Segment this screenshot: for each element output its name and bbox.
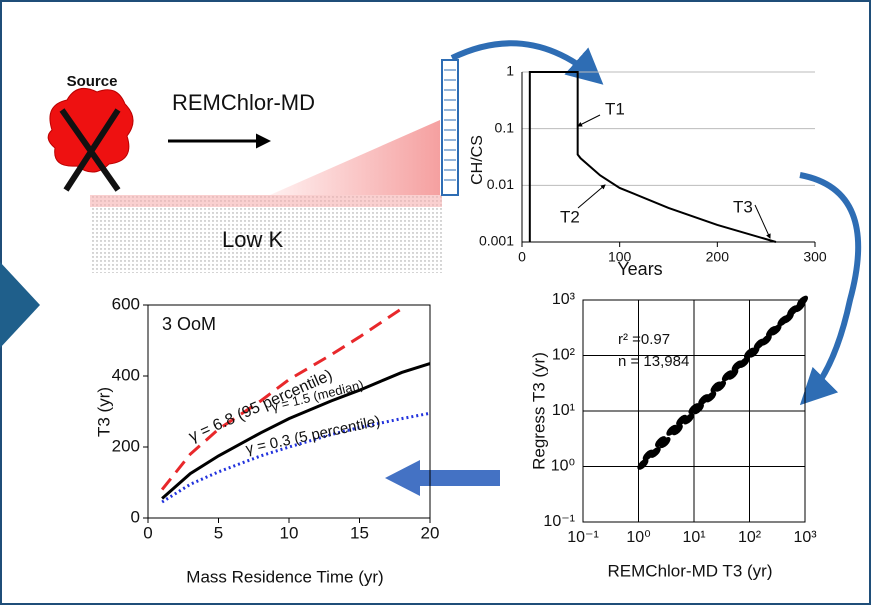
plot-frame	[147, 304, 431, 519]
zone-label: Low K	[222, 227, 283, 252]
scatter-point	[796, 295, 808, 307]
curved-arrow	[450, 40, 604, 85]
scatter-point	[649, 446, 661, 458]
x-axis-label: Mass Residence Time (yr)	[186, 567, 383, 586]
x-tick-label: 0	[143, 523, 152, 542]
source-x	[59, 108, 121, 192]
annotation-arrow	[754, 204, 771, 239]
annotation: r² =0.97	[618, 331, 670, 348]
x-tick-label: 10³	[793, 529, 817, 546]
y-tick-label: 0.001	[479, 233, 514, 249]
x-tick-label: 200	[706, 249, 730, 265]
annotation-arrow	[577, 184, 606, 209]
y-axis-label: CH/CS	[469, 135, 486, 185]
plume	[270, 120, 440, 195]
y-tick-label: 10³	[552, 291, 576, 308]
annotation: n = 13,984	[618, 353, 689, 370]
x-tick-label: 10⁰	[626, 529, 650, 546]
y-tick-label: 200	[112, 436, 140, 455]
x-tick-label: 10²	[738, 529, 762, 546]
y-axis-label: Regress T3 (yr)	[529, 352, 548, 470]
data-line	[160, 307, 403, 491]
annotation: T3	[733, 197, 753, 216]
x-tick-label: 10	[280, 523, 299, 542]
scatter-point	[655, 436, 667, 448]
scatter-point	[738, 356, 750, 368]
scatter-point	[683, 413, 695, 425]
y-tick-label: 10¹	[552, 402, 575, 419]
scatter-point	[770, 324, 782, 336]
scatter-point	[727, 368, 739, 380]
x-tick-label: 20	[421, 523, 440, 542]
series-label: γ = 0.3 (5 percentile)	[244, 413, 382, 458]
well-ticks	[444, 69, 456, 181]
y-axis-label: T3 (yr)	[94, 387, 113, 437]
source-blob	[47, 87, 134, 173]
x-tick-label: 100	[608, 249, 632, 265]
scatter-point	[676, 414, 688, 426]
y-tick-label: 400	[112, 365, 140, 384]
y-tick-label: 0.01	[487, 176, 514, 192]
scatter-point	[760, 334, 772, 346]
scatter-point	[637, 458, 649, 470]
y-tick-label: 0	[131, 507, 140, 526]
scatter-point	[671, 424, 683, 436]
data-line	[528, 71, 777, 243]
y-tick-label: 10⁰	[551, 458, 575, 475]
annotation: T1	[605, 99, 625, 118]
y-tick-label: 10⁻¹	[543, 513, 575, 530]
x-tick-label: 5	[214, 523, 223, 542]
y-tick-label: 1	[506, 63, 514, 79]
data-line	[161, 362, 431, 500]
x-tick-label: 300	[803, 249, 827, 265]
scatter-point	[692, 403, 704, 415]
x-tick-label: 10⁻¹	[567, 529, 599, 546]
scatter-point	[714, 380, 727, 392]
scatter-point	[659, 437, 671, 449]
annotation: T2	[560, 207, 580, 226]
x-tick-label: 10¹	[682, 529, 705, 546]
axes	[521, 72, 815, 243]
annotation-arrow	[577, 114, 601, 127]
y-tick-label: 600	[112, 294, 140, 313]
x-tick-label: 0	[518, 249, 526, 265]
source-label: Source	[67, 73, 118, 90]
x-tick-label: 15	[350, 523, 369, 542]
scatter-point	[705, 391, 717, 403]
side-arrow	[0, 262, 40, 348]
y-tick-label: 0.1	[495, 119, 515, 135]
model-label: REMChlor-MD	[172, 90, 315, 115]
plot-frame	[582, 299, 806, 523]
x-axis-label: REMChlor-MD T3 (yr)	[608, 561, 773, 580]
low-k-zone	[90, 195, 442, 273]
y-tick-label: 10²	[552, 347, 576, 364]
data-line	[161, 411, 431, 504]
left-arrow	[385, 460, 500, 496]
curved-arrow	[799, 172, 862, 406]
annotation: 3 OoM	[162, 314, 216, 334]
well-screen	[441, 59, 459, 196]
x-axis-label: Years	[617, 259, 662, 279]
diffusion-layer	[90, 195, 442, 207]
